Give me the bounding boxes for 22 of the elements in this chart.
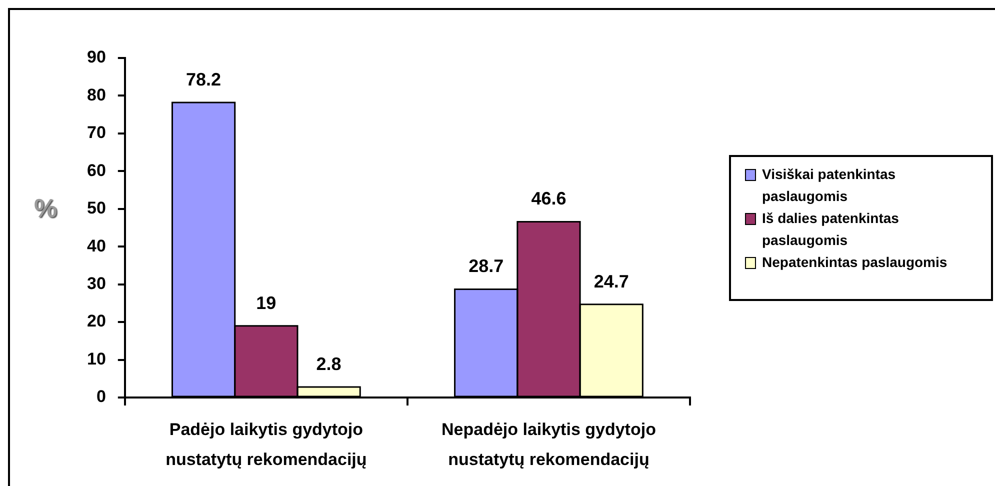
x-tick-label: Padėjo laikytis gydytojo nustatytų rekomendacijų xyxy=(166,420,367,469)
y-tick-label: 10 xyxy=(86,349,106,368)
y-tick-label: 30 xyxy=(86,274,106,294)
y-tick-label: 20 xyxy=(86,312,106,331)
y-axis-title: % xyxy=(34,193,58,224)
y-tick-label: 70 xyxy=(86,123,106,142)
data-label: 19 xyxy=(256,292,276,313)
x-tick-label: Nepadėjo laikytis gydytojo nustatytų rekomendacijų xyxy=(442,420,656,469)
legend-label: Nepatenkintas paslaugomis xyxy=(762,253,948,272)
y-tick-label: 90 xyxy=(86,48,106,67)
data-label: 2.8 xyxy=(316,354,342,374)
data-label: 46.6 xyxy=(531,188,566,209)
y-tick-label: 60 xyxy=(86,160,106,180)
legend-label: Iš dalies patenkintas paslaugomis xyxy=(762,209,900,250)
y-tick-label: 80 xyxy=(86,85,106,104)
data-label: 24.7 xyxy=(594,271,629,292)
data-label: 78.2 xyxy=(186,69,222,90)
y-tick-label: 40 xyxy=(86,236,106,256)
legend-label: Visiškai patenkintas paslaugomis xyxy=(762,165,897,206)
y-tick-label: 0 xyxy=(96,387,106,406)
data-label: 28.7 xyxy=(468,256,504,276)
y-tick-label: 50 xyxy=(86,198,106,218)
